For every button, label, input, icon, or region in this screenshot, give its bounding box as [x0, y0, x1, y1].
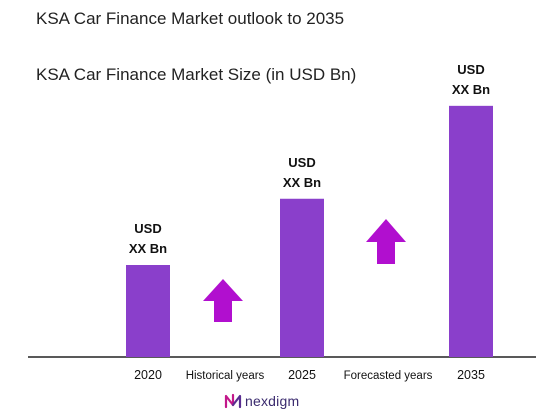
bar-2035: [449, 105, 493, 357]
x-tick-label-2025: 2025: [288, 368, 316, 382]
bar-2025: [280, 198, 324, 357]
x-tick-label-2035: 2035: [457, 368, 485, 382]
value-label-2025-line1: USD: [288, 155, 315, 170]
nexdigm-logo-icon: [224, 393, 242, 409]
value-label-2025-line2: XX Bn: [283, 175, 321, 190]
growth-arrow-up-icon: [203, 279, 243, 322]
nexdigm-logo: nexdigm: [224, 393, 299, 409]
forecasted-years-label: Forecasted years: [344, 370, 433, 382]
historical-years-label: Historical years: [186, 370, 265, 382]
chart-title: KSA Car Finance Market outlook to 2035: [36, 9, 345, 28]
growth-arrow-up-icon: [366, 219, 406, 264]
x-tick-label-2020: 2020: [134, 368, 162, 382]
logo-text: nexdigm: [245, 393, 300, 409]
value-label-2035-line1: USD: [457, 62, 484, 77]
bar-2020: [126, 265, 170, 357]
chart-subtitle: KSA Car Finance Market Size (in USD Bn): [36, 65, 357, 84]
value-label-2020-line2: XX Bn: [129, 241, 167, 256]
value-label-2035-line2: XX Bn: [452, 82, 490, 97]
value-label-2020-line1: USD: [134, 221, 161, 236]
